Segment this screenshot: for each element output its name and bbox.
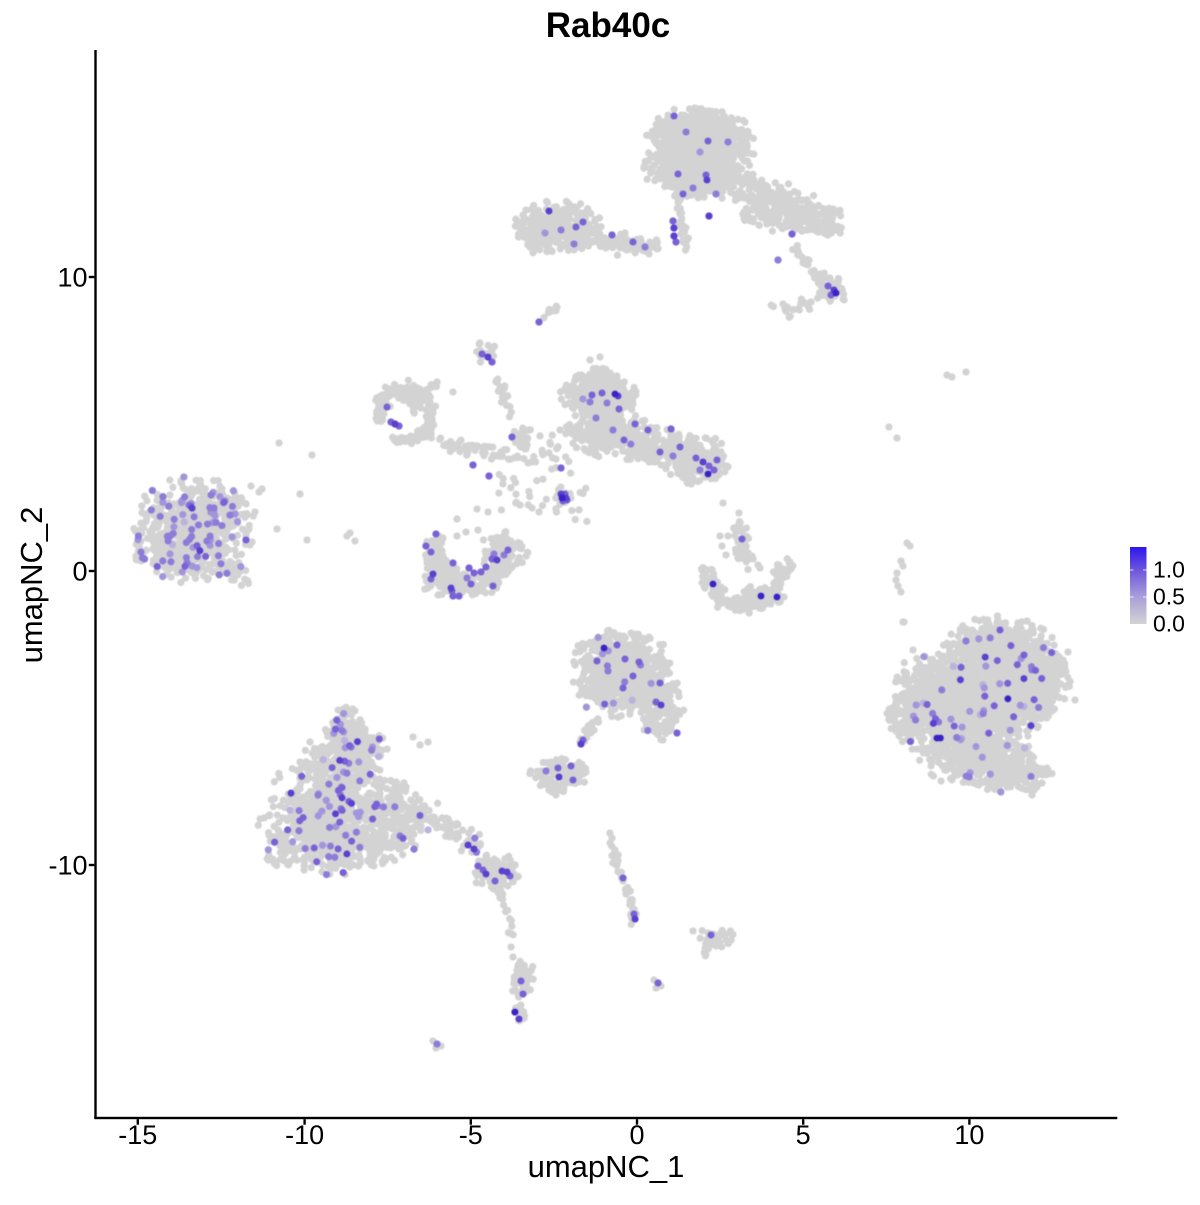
svg-text:-15: -15 <box>118 1120 157 1150</box>
svg-text:10: 10 <box>57 263 87 293</box>
svg-text:1.0: 1.0 <box>1153 557 1185 583</box>
svg-text:0: 0 <box>72 557 87 587</box>
svg-text:0.5: 0.5 <box>1153 584 1185 610</box>
svg-text:-10: -10 <box>285 1120 324 1150</box>
svg-text:-10: -10 <box>48 851 87 881</box>
svg-text:-5: -5 <box>459 1120 483 1150</box>
svg-text:Rab40c: Rab40c <box>546 6 671 45</box>
svg-text:0: 0 <box>629 1120 644 1150</box>
svg-text:10: 10 <box>954 1120 984 1150</box>
svg-text:0.0: 0.0 <box>1153 611 1185 637</box>
svg-text:umapNC_1: umapNC_1 <box>528 1149 685 1184</box>
svg-text:5: 5 <box>796 1120 811 1150</box>
svg-text:umapNC_2: umapNC_2 <box>14 507 49 664</box>
